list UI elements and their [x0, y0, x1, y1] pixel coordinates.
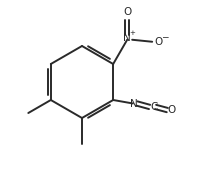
Text: O: O — [154, 37, 162, 47]
Text: −: − — [161, 32, 169, 41]
Text: O: O — [167, 105, 175, 115]
Text: C: C — [150, 102, 157, 112]
Text: N: N — [130, 99, 138, 109]
Text: N: N — [123, 33, 131, 43]
Text: O: O — [123, 7, 131, 17]
Text: +: + — [129, 30, 135, 36]
